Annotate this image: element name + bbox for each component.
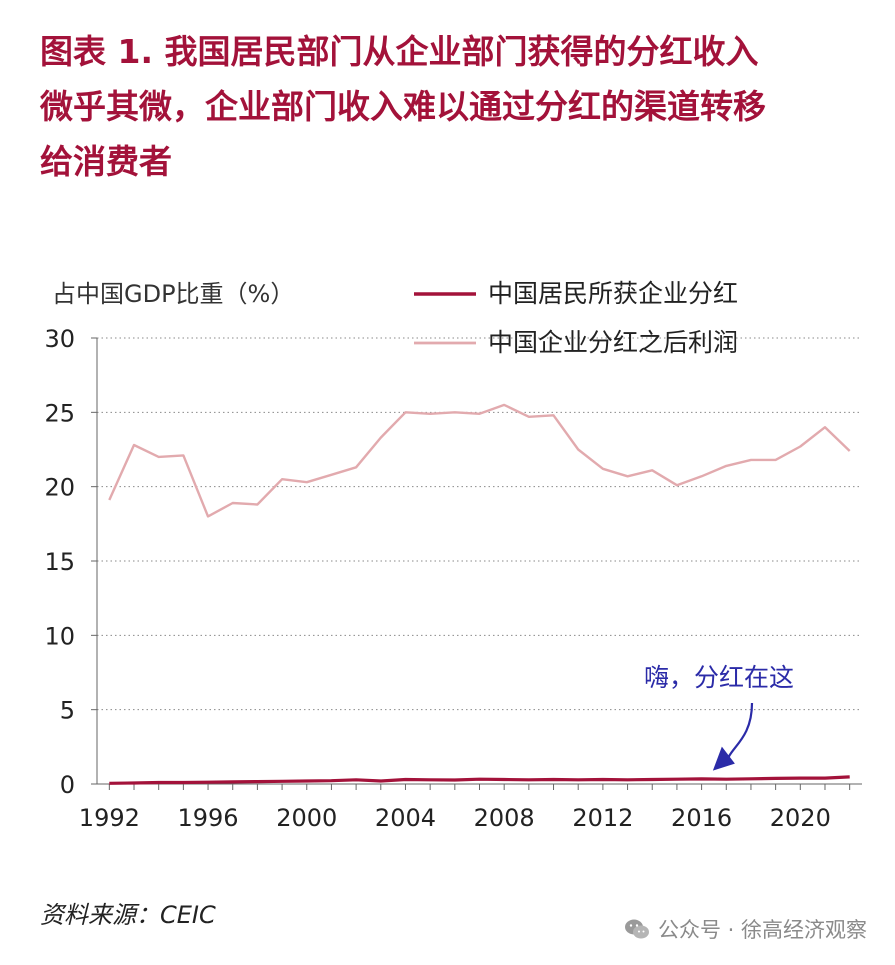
y-tick-label: 15 — [44, 548, 75, 576]
x-tick-labels: 1992 1996 2000 2004 2008 2012 2016 2020 — [79, 804, 831, 832]
x-tick-label: 2020 — [770, 804, 831, 832]
y-tick-label: 5 — [60, 697, 75, 725]
y-axis-label: 占中国GDP比重（%） — [52, 280, 294, 308]
title-line-3: 给消费者 — [40, 142, 172, 181]
series-line-dividend — [109, 775, 850, 785]
x-tick-label: 2012 — [572, 804, 633, 832]
annotation-arrowhead — [712, 746, 735, 771]
x-tick-label: 1996 — [178, 804, 239, 832]
x-tick-label: 2004 — [375, 804, 436, 832]
annotation: 嗨，分红在这 — [644, 663, 794, 771]
y-tick-label: 30 — [44, 325, 75, 353]
wechat-icon — [624, 919, 649, 939]
x-tick-label: 2016 — [671, 804, 732, 832]
x-tick-label: 1992 — [79, 804, 140, 832]
title-line-2: 微乎其微，企业部门收入难以通过分红的渠道转移 — [40, 87, 766, 126]
annotation-text: 嗨，分红在这 — [644, 663, 794, 692]
annotation-arrow — [727, 702, 754, 758]
watermark-text: 公众号 · 徐高经济观察 — [657, 918, 867, 942]
y-tick-label: 25 — [44, 399, 75, 427]
y-tick-label: 0 — [60, 771, 75, 799]
legend-label: 中国企业分红之后利润 — [488, 328, 738, 357]
y-tick-labels: 0 5 10 15 20 25 30 — [44, 325, 75, 799]
axes — [91, 337, 862, 790]
watermark: 公众号 · 徐高经济观察 — [624, 914, 867, 944]
series-line-profit — [108, 403, 851, 518]
legend-label: 中国居民所获企业分红 — [488, 279, 738, 308]
source-note: 资料来源：CEIC — [40, 901, 216, 929]
title-line-1: 图表 1. 我国居民部门从企业部门获得的分红收入 — [40, 32, 759, 71]
series-lines — [108, 403, 851, 785]
chart-title: 图表 1. 我国居民部门从企业部门获得的分红收入 微乎其微，企业部门收入难以通过… — [40, 24, 880, 189]
y-tick-label: 10 — [44, 622, 75, 650]
grid-lines — [97, 337, 862, 711]
y-tick-label: 20 — [44, 474, 75, 502]
x-tick-label: 2008 — [474, 804, 535, 832]
x-tick-label: 2000 — [276, 804, 337, 832]
